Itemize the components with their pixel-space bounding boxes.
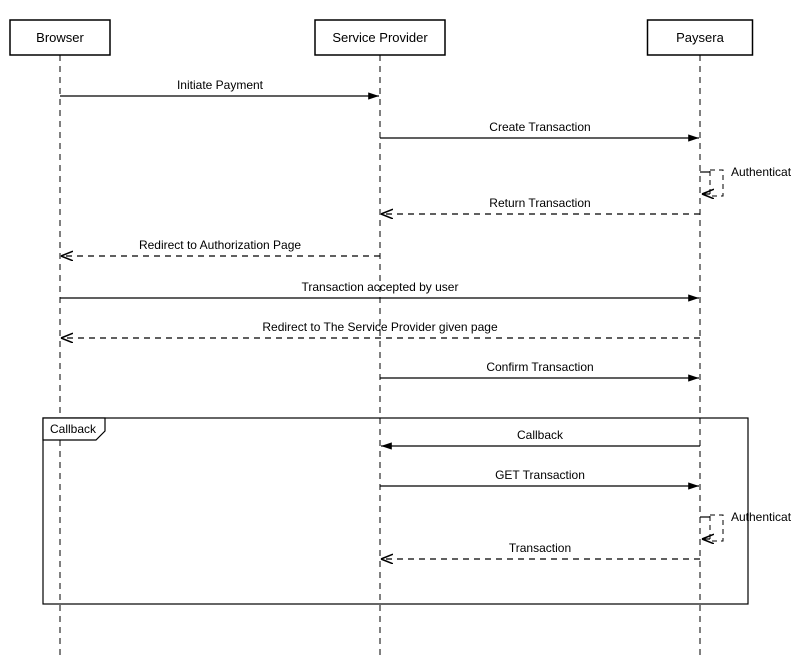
- message-label-3: Return Transaction: [489, 196, 590, 210]
- participant-label-service: Service Provider: [332, 30, 428, 45]
- fragment-label: Callback: [50, 422, 97, 436]
- participant-label-browser: Browser: [36, 30, 84, 45]
- self-label-10: Authentication: [731, 510, 791, 524]
- participant-label-paysera: Paysera: [676, 30, 724, 45]
- self-activation-2: [710, 170, 723, 196]
- message-label-7: Confirm Transaction: [486, 360, 593, 374]
- self-label-2: Authentication: [731, 165, 791, 179]
- message-label-9: GET Transaction: [495, 468, 585, 482]
- message-label-0: Initiate Payment: [177, 78, 264, 92]
- self-activation-10: [710, 515, 723, 541]
- message-label-5: Transaction accepted by user: [302, 280, 459, 294]
- message-label-1: Create Transaction: [489, 120, 590, 134]
- message-label-8: Callback: [517, 428, 564, 442]
- message-label-11: Transaction: [509, 541, 571, 555]
- message-label-6: Redirect to The Service Provider given p…: [262, 320, 498, 334]
- message-label-4: Redirect to Authorization Page: [139, 238, 301, 252]
